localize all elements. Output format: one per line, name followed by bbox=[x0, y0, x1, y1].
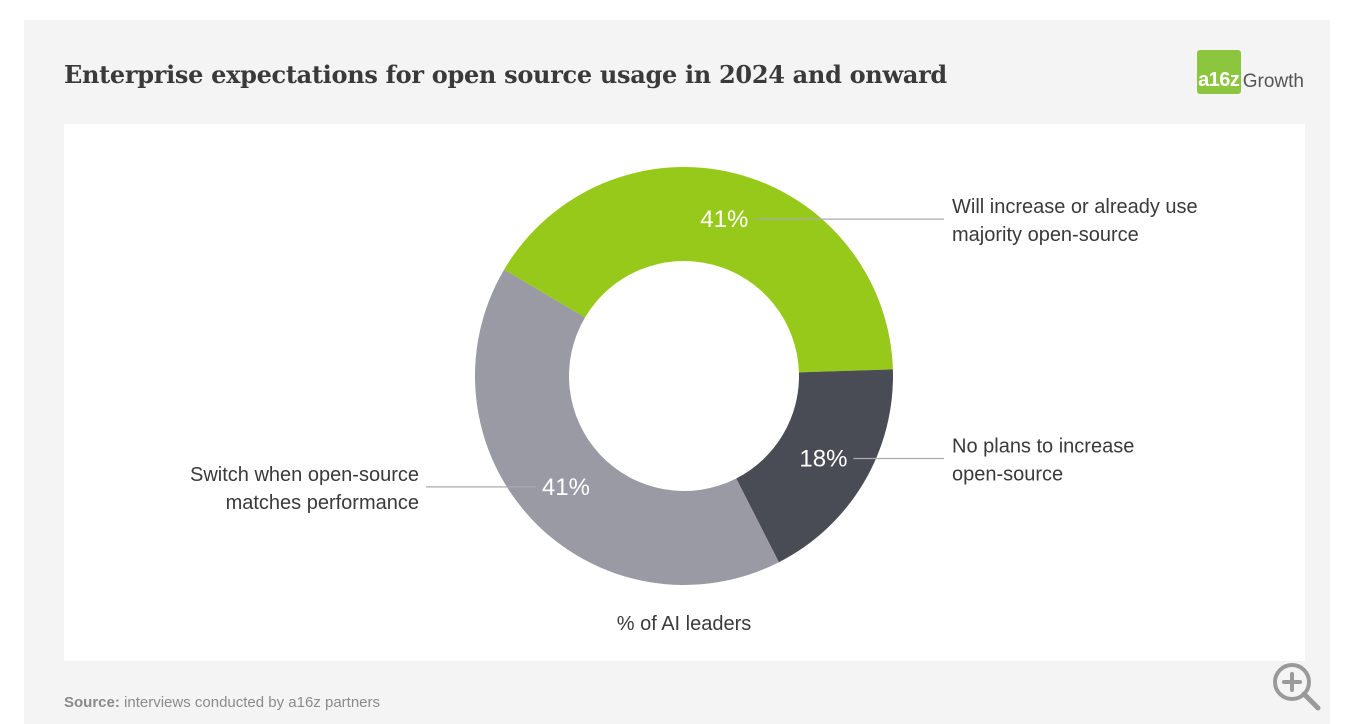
chart-slide: Enterprise expectations for open source … bbox=[24, 20, 1330, 724]
a16z-logo: a16z bbox=[1196, 50, 1241, 94]
source-text: interviews conducted by a16z partners bbox=[124, 694, 381, 711]
brand-name: Growth bbox=[1242, 70, 1304, 92]
zoom-in-icon[interactable] bbox=[1270, 660, 1326, 716]
slice-value-label: 18% bbox=[799, 445, 847, 472]
donut-slice bbox=[475, 269, 779, 585]
donut-slice bbox=[504, 167, 893, 373]
chart-title: Enterprise expectations for open source … bbox=[64, 60, 947, 89]
slice-category-label: Will increase or already use majority ope… bbox=[952, 196, 1198, 246]
source-label: Source: bbox=[64, 694, 120, 711]
donut-slice bbox=[736, 369, 893, 563]
donut-chart: 41% Will increase or already use majority … bbox=[190, 167, 1198, 635]
slice-value-label: 41% bbox=[542, 474, 590, 501]
chart-axis-label: % of AI leaders bbox=[617, 613, 752, 635]
slice-value-label: 41% bbox=[700, 206, 748, 233]
chart-panel: 41% Will increase or already use majority … bbox=[64, 124, 1305, 661]
brand-logo: a16z Growth bbox=[1196, 50, 1304, 94]
slice-category-label: Switch when open-source matches performan… bbox=[190, 464, 419, 514]
slice-category-label: No plans to increase open-source bbox=[952, 435, 1134, 485]
source-note: Source: interviews conducted by a16z par… bbox=[64, 694, 380, 711]
